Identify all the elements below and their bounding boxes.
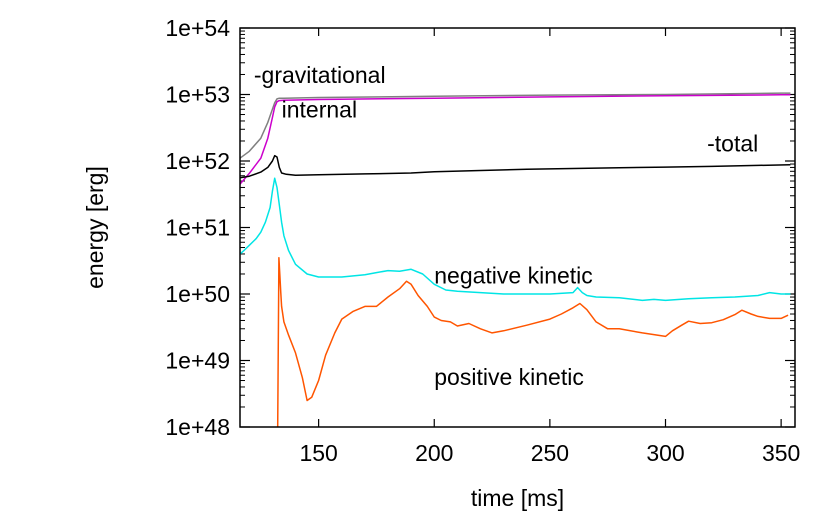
annotation-total: -total bbox=[707, 130, 758, 156]
series-line-gravitational bbox=[239, 92, 791, 159]
series-line-internal bbox=[239, 94, 791, 185]
y-tick-label: 1e+50 bbox=[165, 281, 230, 307]
y-tick-label: 1e+49 bbox=[165, 348, 230, 374]
series-line-negative-kinetic bbox=[239, 177, 791, 302]
y-tick-label: 1e+51 bbox=[165, 215, 230, 241]
annotation-gravitational: -gravitational bbox=[254, 62, 386, 88]
x-tick-label: 300 bbox=[646, 440, 684, 466]
x-tick-label: 200 bbox=[415, 440, 453, 466]
y-tick-label: 1e+52 bbox=[165, 148, 230, 174]
x-axis-label: time [ms] bbox=[471, 485, 564, 511]
x-tick-label: 250 bbox=[531, 440, 569, 466]
series-annotations: -gravitational internal -total negative kin… bbox=[254, 62, 758, 390]
x-axis-ticks: 150 200 250 300 350 bbox=[299, 28, 800, 466]
annotation-internal: internal bbox=[282, 97, 357, 123]
y-tick-label: 1e+48 bbox=[165, 414, 230, 440]
y-axis-label: energy [erg] bbox=[82, 166, 108, 289]
y-tick-label: 1e+54 bbox=[165, 15, 230, 41]
y-axis-ticks: 1e+48 1e+49 1e+50 1e+51 1e+52 1e+53 1e+54 bbox=[165, 15, 795, 440]
series-line-positive-kinetic bbox=[276, 257, 789, 428]
series-line-total bbox=[239, 154, 791, 179]
series-layer bbox=[239, 92, 791, 428]
annotation-positive-kinetic: positive kinetic bbox=[434, 364, 584, 390]
x-tick-label: 150 bbox=[299, 440, 337, 466]
plot-frame bbox=[239, 27, 796, 428]
x-tick-label: 350 bbox=[762, 440, 800, 466]
annotation-negative-kinetic: negative kinetic bbox=[434, 262, 593, 288]
y-tick-label: 1e+53 bbox=[165, 82, 230, 108]
